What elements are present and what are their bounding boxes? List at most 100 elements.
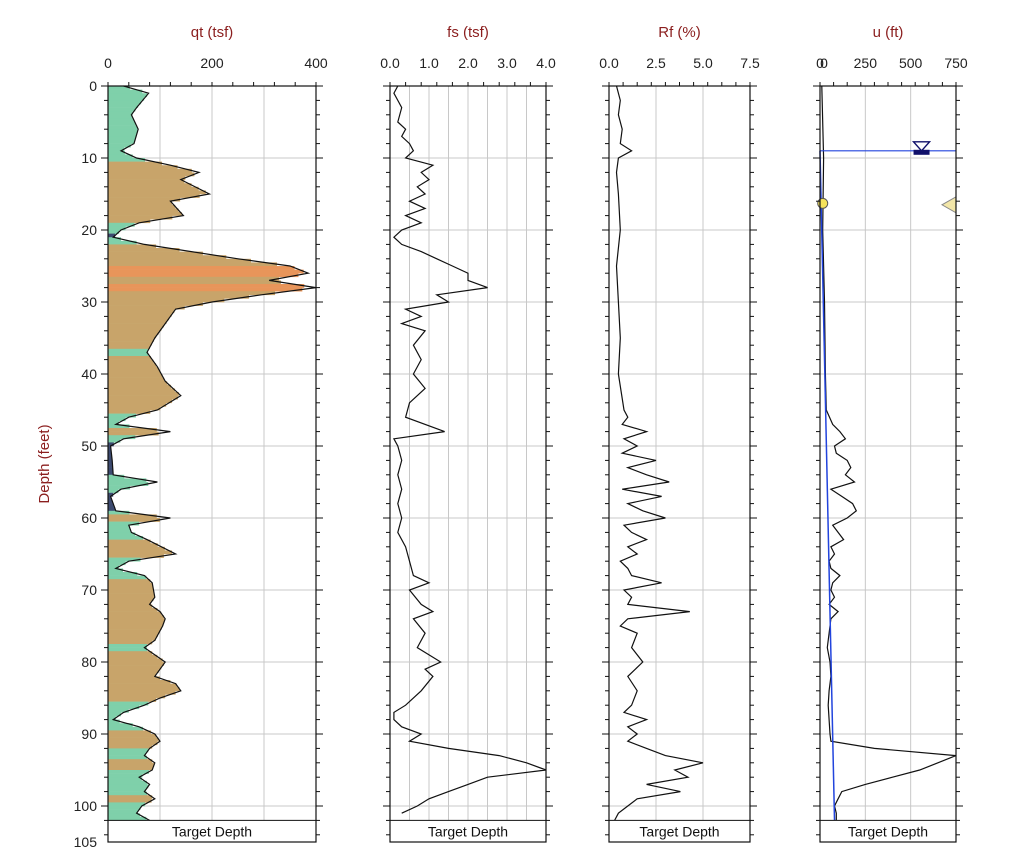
y-tick-label-80: 80 bbox=[81, 654, 97, 670]
panel-frame-fs bbox=[389, 85, 547, 843]
qt-band bbox=[108, 762, 155, 767]
qt-band bbox=[108, 320, 167, 324]
qt-band bbox=[108, 417, 126, 422]
qt-band bbox=[108, 284, 305, 288]
qt-band bbox=[108, 222, 135, 227]
qt-band bbox=[108, 788, 146, 792]
qt-band bbox=[108, 716, 116, 720]
x-tick-label-rf-3: 7.5 bbox=[740, 55, 760, 71]
trace-fs bbox=[392, 85, 547, 814]
qt-band bbox=[108, 615, 164, 620]
qt-band bbox=[108, 255, 227, 260]
qt-band bbox=[108, 748, 149, 753]
qt-band bbox=[108, 622, 164, 627]
qt-band bbox=[108, 604, 153, 609]
panel-frame-u bbox=[819, 85, 957, 843]
qt-band bbox=[108, 586, 154, 591]
y-tick-label-20: 20 bbox=[81, 222, 97, 238]
qt-band bbox=[108, 114, 133, 119]
qt-band bbox=[108, 197, 181, 202]
qt-band bbox=[108, 370, 161, 375]
qt-band bbox=[108, 219, 151, 224]
qt-band bbox=[108, 186, 199, 191]
qt-band bbox=[108, 208, 179, 213]
water-table-marker-base bbox=[913, 149, 930, 155]
qt-band bbox=[108, 309, 175, 314]
qt-band bbox=[108, 791, 147, 796]
x-tick-label-fs-2: 2.0 bbox=[458, 55, 478, 71]
qt-band bbox=[108, 500, 113, 504]
qt-band bbox=[108, 676, 160, 681]
qt-band bbox=[108, 327, 162, 332]
qt-band bbox=[108, 773, 143, 778]
qt-band bbox=[108, 359, 154, 364]
qt-band bbox=[108, 352, 149, 357]
equilibrium-marker bbox=[940, 195, 957, 214]
qt-band bbox=[108, 572, 138, 576]
qt-band bbox=[108, 492, 114, 497]
panel-title-u: u (ft) bbox=[873, 24, 904, 41]
x-tick-label-fs-4: 4.0 bbox=[536, 55, 556, 71]
qt-band bbox=[108, 118, 134, 123]
target-depth-label-fs: Target Depth bbox=[428, 823, 508, 839]
y-tick-label-90: 90 bbox=[81, 726, 97, 742]
qt-band bbox=[108, 528, 131, 533]
qt-band bbox=[108, 780, 147, 785]
qt-band bbox=[108, 582, 153, 587]
qt-band bbox=[108, 438, 121, 443]
qt-band bbox=[108, 377, 165, 382]
y-tick-label-0: 0 bbox=[89, 78, 97, 94]
qt-band bbox=[108, 291, 276, 296]
qt-band bbox=[108, 194, 200, 198]
target-depth-label-rf: Target Depth bbox=[639, 823, 719, 839]
qt-band bbox=[108, 316, 170, 321]
qt-band bbox=[108, 150, 125, 155]
qt-band bbox=[108, 280, 281, 285]
qt-band bbox=[108, 100, 142, 105]
qt-band bbox=[108, 111, 133, 116]
qt-band bbox=[108, 226, 126, 231]
qt-band bbox=[108, 237, 121, 242]
qt-band bbox=[108, 96, 145, 101]
qt-band bbox=[108, 665, 162, 670]
qt-band bbox=[108, 816, 147, 821]
y-tick-label-30: 30 bbox=[81, 294, 97, 310]
qt-band bbox=[108, 701, 149, 706]
x-tick-label-u-1: 250 bbox=[854, 55, 878, 71]
qt-band bbox=[108, 413, 136, 418]
qt-band bbox=[108, 712, 121, 717]
qt-band bbox=[108, 557, 141, 562]
trace-qt bbox=[109, 85, 317, 821]
qt-band bbox=[108, 158, 146, 162]
qt-band bbox=[108, 705, 140, 710]
qt-band bbox=[108, 734, 157, 738]
qt-band bbox=[108, 618, 165, 623]
qt-band bbox=[108, 104, 139, 108]
qt-band bbox=[108, 568, 123, 573]
qt-band bbox=[108, 258, 251, 263]
qt-band bbox=[108, 680, 171, 684]
qt-band bbox=[108, 467, 113, 472]
qt-band bbox=[108, 172, 195, 177]
qt-band bbox=[108, 161, 162, 166]
qt-band bbox=[108, 464, 113, 468]
x-tick-label-fs-1: 1.0 bbox=[419, 55, 439, 71]
qt-band bbox=[108, 449, 112, 454]
qt-band bbox=[108, 554, 164, 558]
qt-band bbox=[108, 485, 131, 490]
qt-band bbox=[108, 687, 180, 692]
qt-band bbox=[108, 251, 203, 256]
x-tick-label-u-2: 500 bbox=[899, 55, 923, 71]
qt-band bbox=[108, 410, 151, 414]
qt-band bbox=[108, 179, 185, 184]
qt-band bbox=[108, 489, 119, 494]
qt-band bbox=[108, 269, 304, 274]
qt-band bbox=[108, 176, 186, 180]
qt-band bbox=[108, 201, 173, 206]
qt-band bbox=[108, 633, 158, 638]
y-tick-label-105: 105 bbox=[74, 834, 98, 850]
qt-band bbox=[108, 384, 172, 389]
qt-band bbox=[108, 424, 130, 429]
